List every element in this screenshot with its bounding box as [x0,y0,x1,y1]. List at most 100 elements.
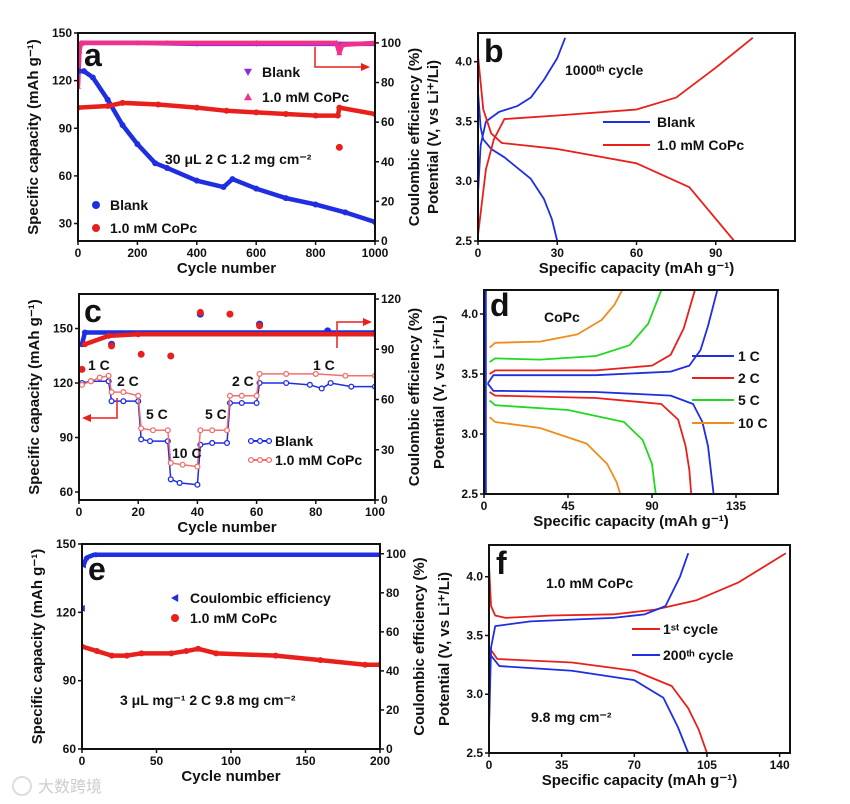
outlier-point [137,350,145,358]
series-line-5-c [489,399,657,494]
y-tick-label: 90 [59,121,73,135]
x-tick-label: 100 [365,505,385,519]
annotation: 1 C [313,357,335,373]
annotation: 1000ᵗʰ cycle [565,62,643,78]
y-tick-label: 2.5 [461,487,478,501]
data-point [312,370,319,377]
data-point [90,551,97,558]
data-point [272,652,279,659]
legend-label: 1.0 mM CoPc [275,452,362,468]
data-point [79,381,86,388]
data-point [120,398,127,405]
data-point [342,209,349,216]
series-group [82,551,380,668]
legend-marker-icon [265,456,273,464]
legend-marker-icon [247,456,255,464]
y2-tick-label: 60 [381,115,395,129]
y-tick-label: 2.5 [455,234,472,248]
legend-label: 1.0 mM CoPc [262,89,349,105]
data-point [138,425,145,432]
legend-label: 1.0 mM CoPc [657,137,744,153]
x-tick-label: 0 [486,758,493,772]
data-point [89,74,96,81]
data-point [108,652,115,659]
y-tick-label: 3.5 [466,628,483,642]
arrowhead-icon [363,318,372,326]
data-point [238,399,245,407]
data-point [82,562,86,569]
data-point [283,370,290,377]
annotation: 2 C [117,373,139,389]
data-point [197,427,204,434]
data-point [164,164,171,171]
data-point [226,392,234,399]
data-point [223,107,230,114]
annotation: 30 μL 2 C 1.2 mg cm⁻² [165,151,312,167]
data-point [213,650,220,657]
data-point [135,331,142,338]
data-point [120,389,127,396]
y-tick-label: 4.0 [461,307,478,321]
y2-axis-label: Coulombic efficiency (%) [406,48,423,226]
data-point [253,399,260,407]
data-point [209,439,216,447]
panel-f: 0 35 70 105 140 2.5 3.0 3.5 4.0 Specific capacity… [436,544,791,789]
data-point [105,332,112,339]
x-axis-label: Cycle number [177,260,276,277]
x-tick-label: 50 [150,754,164,768]
x-tick-label: 30 [551,246,565,260]
legend-label: Blank [275,433,313,449]
legend-marker-icon [92,201,100,209]
data-point [336,104,343,111]
data-point [179,461,186,468]
data-point [164,427,171,434]
x-tick-label: 60 [630,246,644,260]
x-tick-label: 200 [127,246,147,260]
legend-marker-icon [171,614,179,622]
annotation: CoPc [544,309,580,325]
y-axis-label: Potential (V, vs Li⁺/Li) [436,572,453,726]
series-line-1-c [487,383,715,494]
y2-tick-label: 40 [381,155,395,169]
panel-a: 0 200 400 600 800 1000 30 60 90 120 150 0 20 40 60 80 10… [25,26,423,277]
plot-frame [81,543,381,750]
x-tick-label: 0 [79,754,86,768]
y-axis-label: Specific capacity (mAh g⁻¹) [25,39,42,234]
annotation: 9.8 mg cm⁻² [531,709,612,725]
arrowhead-icon [361,63,370,71]
x-axis-label: Specific capacity (mAh g⁻¹) [539,260,734,277]
y2-tick-label: 0 [386,742,393,756]
data-point [87,378,94,385]
legend-marker-icon [247,437,255,445]
y-tick-label: 60 [60,485,74,499]
data-point [318,385,325,392]
annotation: 2 C [232,373,254,389]
series-line-1-c [486,290,719,385]
outlier-point [79,365,86,373]
data-point [333,39,340,46]
data-point [253,392,260,399]
outlier-point [196,308,204,316]
data-point [146,438,154,445]
legend-marker-icon [256,437,264,445]
arrowhead-icon [82,414,91,422]
data-point [334,112,341,119]
y2-tick-label: 90 [381,342,395,356]
x-tick-label: 90 [645,499,659,513]
y2-tick-label: 60 [381,393,395,407]
series-line-blank [478,91,559,241]
series-line-5-c [489,290,663,363]
panel-e: 0 50 100 150 2006090120150020406080100Cycle … [29,537,428,785]
x-axis-label: Specific capacity (mAh g⁻¹) [533,513,728,530]
data-point [168,650,175,657]
legend-label: 1 C [738,348,760,364]
data-point [253,39,260,46]
annotation: 10 C [172,445,202,461]
data-point [223,439,231,447]
series-line-1-0-mm-copc [78,40,375,87]
legend-label: 200ᵗʰ cycle [663,647,734,663]
series-line-10-c [489,416,622,494]
axis-arrow-icon [336,321,364,348]
